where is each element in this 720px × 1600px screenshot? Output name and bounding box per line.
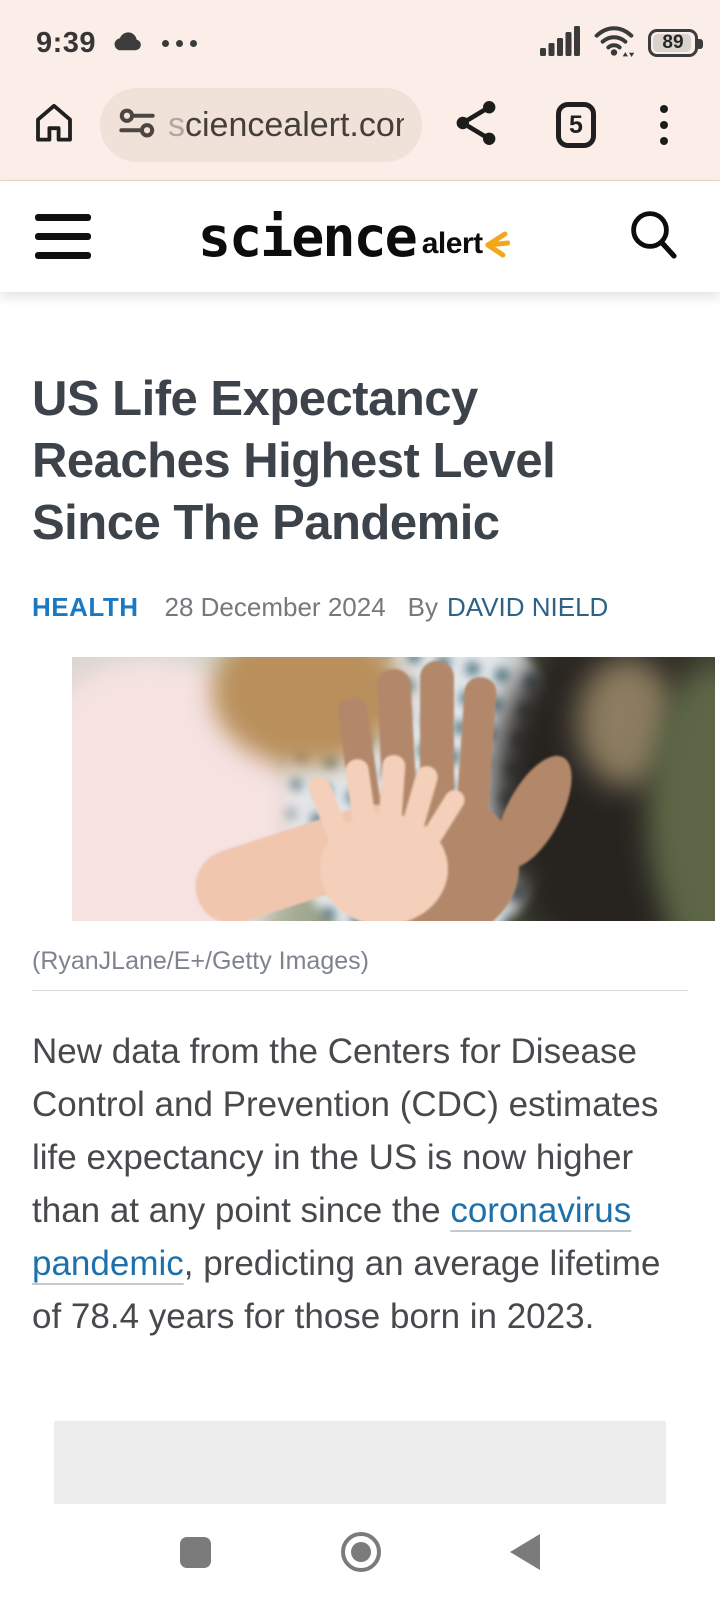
logo-spark-icon — [484, 230, 511, 263]
nav-back-button[interactable] — [510, 1534, 540, 1570]
home-button[interactable] — [30, 99, 78, 152]
battery-icon: 89 — [648, 29, 703, 57]
more-dots-icon — [162, 39, 198, 47]
tab-switcher-button[interactable]: 5 — [556, 102, 596, 148]
battery-fill — [653, 34, 691, 52]
browser-toolbar: sciencealert.com 5 — [0, 80, 720, 180]
author-link[interactable]: DAVID NIELD — [447, 592, 609, 622]
title-line-2: Reaches Highest Level — [32, 434, 556, 488]
search-button[interactable] — [628, 208, 678, 265]
image-credit: (RyanJLane/E+/Getty Images) — [32, 937, 688, 991]
hero-hands-illustration — [195, 661, 572, 921]
publish-date: 28 December 2024 — [164, 592, 386, 622]
wifi-icon — [594, 25, 635, 62]
paragraph-text-1: New data from the Centers for Disease Co… — [32, 1032, 659, 1230]
title-line-3: Since The Pandemic — [32, 496, 500, 550]
nav-home-button[interactable] — [340, 1532, 381, 1572]
address-bar[interactable]: sciencealert.com — [100, 88, 422, 162]
status-right: 89 — [540, 25, 703, 62]
logo-alert-text: alert — [421, 226, 483, 260]
url-text: sciencealert.com — [168, 105, 404, 144]
article-paragraph: New data from the Centers for Disease Co… — [32, 1025, 688, 1343]
browser-menu-button[interactable] — [660, 105, 668, 145]
tune-icon — [118, 106, 156, 145]
tab-count: 5 — [569, 110, 583, 139]
nav-recents-button[interactable] — [180, 1536, 211, 1568]
logo-science-text: science — [197, 204, 418, 269]
status-bar: 9:39 — [0, 0, 720, 80]
category-link[interactable]: HEALTH — [32, 592, 139, 622]
byline-prefix: By — [407, 592, 438, 622]
article-page: US Life Expectancy Reaches Highest Level… — [0, 368, 720, 1533]
article-meta: HEALTH 28 December 2024 By DAVID NIELD — [32, 592, 688, 623]
clock: 9:39 — [36, 26, 97, 59]
system-nav-bar — [0, 1504, 720, 1600]
coronavirus-pandemic-link[interactable]: coronavirus pandemic — [32, 1191, 632, 1283]
browser-chrome: 9:39 — [0, 0, 720, 181]
share-button[interactable] — [452, 98, 500, 153]
hamburger-menu-button[interactable] — [35, 214, 91, 259]
title-line-1: US Life Expectancy — [32, 372, 478, 426]
paragraph-text-2: , predicting an average lifetime of 78.4… — [32, 1244, 661, 1336]
article-hero-image — [72, 657, 715, 921]
article-title: US Life Expectancy Reaches Highest Level… — [32, 368, 688, 554]
site-header: science alert — [0, 181, 720, 292]
battery-percent: 89 — [662, 32, 684, 53]
status-left: 9:39 — [36, 26, 198, 60]
cloud-icon — [110, 28, 144, 59]
sciencealert-logo[interactable]: science alert — [197, 204, 511, 269]
signal-icon — [540, 25, 580, 61]
